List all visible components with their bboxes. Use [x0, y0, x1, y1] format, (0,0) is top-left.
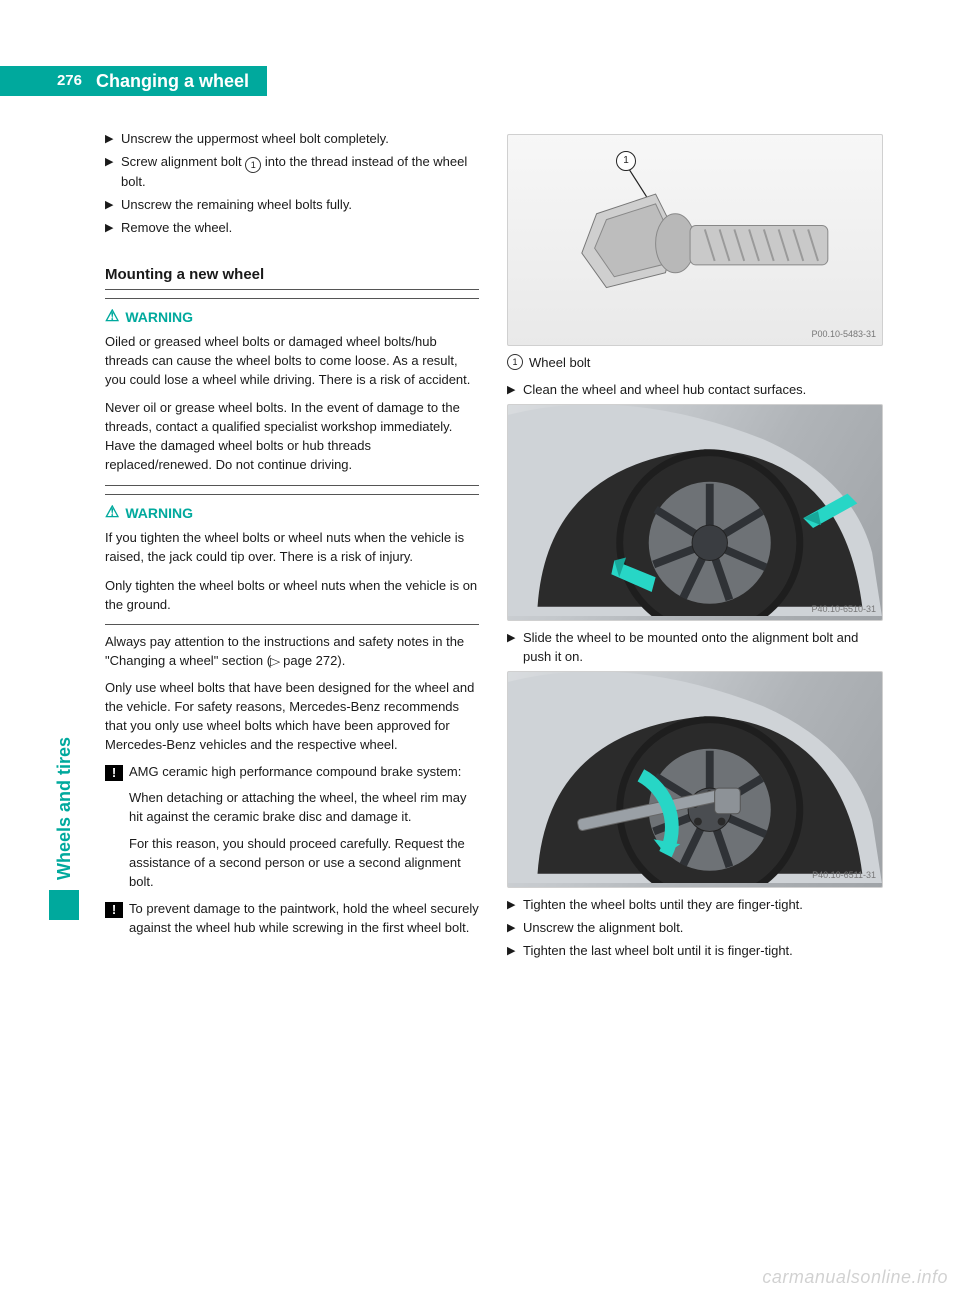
step-text: Unscrew the uppermost wheel bolt complet… [121, 130, 479, 149]
content-columns: ▶ Unscrew the uppermost wheel bolt compl… [105, 130, 881, 965]
figure-legend: 1 Wheel bolt [507, 354, 881, 373]
step-item: ▶ Remove the wheel. [105, 219, 479, 238]
step-item: ▶ Unscrew the uppermost wheel bolt compl… [105, 130, 479, 149]
step-bullet-icon: ▶ [507, 942, 523, 961]
step-bullet-icon: ▶ [105, 130, 121, 149]
warning-label: WARNING [125, 503, 193, 523]
wheel-bolt-illustration [508, 135, 882, 342]
wheel-mount-illustration [508, 405, 882, 617]
step-bullet-icon: ▶ [507, 629, 523, 667]
page-number: 276 [0, 70, 90, 92]
step-text: Slide the wheel to be mounted onto the a… [523, 629, 881, 667]
note-icon: ! [105, 765, 123, 781]
left-column: ▶ Unscrew the uppermost wheel bolt compl… [105, 130, 479, 965]
callout-1-icon: 1 [507, 354, 523, 370]
note-box: ! AMG ceramic high performance compound … [105, 763, 479, 892]
header-bar: 276 Changing a wheel [0, 66, 267, 96]
step-item: ▶ Slide the wheel to be mounted onto the… [507, 629, 881, 667]
wheel-wrench-illustration [508, 672, 882, 884]
step-item: ▶ Tighten the last wheel bolt until it i… [507, 942, 881, 961]
step-item: ▶ Unscrew the remaining wheel bolts full… [105, 196, 479, 215]
figure-wheel-bolt: 1 P00.10-5483-31 [507, 134, 883, 346]
callout-1-icon: 1 [616, 151, 636, 171]
note-box: ! To prevent damage to the paintwork, ho… [105, 900, 479, 938]
step-item: ▶ Clean the wheel and wheel hub contact … [507, 381, 881, 400]
warning-heading: ⚠ WARNING [105, 307, 479, 327]
figure-code: P40.10-6511-31 [812, 869, 876, 882]
watermark: carmanualsonline.info [762, 1264, 948, 1290]
figure-code: P40.10-6510-31 [811, 603, 876, 616]
warning-heading: ⚠ WARNING [105, 503, 479, 523]
step-item: ▶ Unscrew the alignment bolt. [507, 919, 881, 938]
warning-text: If you tighten the wheel bolts or wheel … [105, 529, 479, 567]
step-text: Clean the wheel and wheel hub contact su… [523, 381, 881, 400]
warning-text: Oiled or greased wheel bolts or damaged … [105, 333, 479, 390]
step-text: Tighten the last wheel bolt until it is … [523, 942, 881, 961]
step-text: Remove the wheel. [121, 219, 479, 238]
page-ref-icon: ▷ [270, 655, 280, 671]
side-tab-label: Wheels and tires [49, 660, 79, 880]
step-text: Screw alignment bolt 1 into the thread i… [121, 153, 479, 192]
warning-box: ⚠ WARNING If you tighten the wheel bolts… [105, 494, 479, 626]
side-tab: Wheels and tires [49, 660, 79, 890]
step-item: ▶ Tighten the wheel bolts until they are… [507, 896, 881, 915]
body-text: Always pay attention to the instructions… [105, 633, 479, 671]
subheading: Mounting a new wheel [105, 264, 479, 290]
step-bullet-icon: ▶ [105, 153, 121, 192]
header-title: Changing a wheel [90, 68, 267, 94]
step-bullet-icon: ▶ [105, 219, 121, 238]
side-tab-marker [49, 890, 79, 920]
body-text: Only use wheel bolts that have been desi… [105, 679, 479, 754]
figure-code: P00.10-5483-31 [811, 328, 876, 341]
step-bullet-icon: ▶ [507, 381, 523, 400]
callout-1-icon: 1 [245, 157, 261, 173]
legend-text: Wheel bolt [529, 354, 590, 373]
step-text: Tighten the wheel bolts until they are f… [523, 896, 881, 915]
figure-wheel-wrench: P40.10-6511-31 [507, 671, 883, 888]
warning-icon: ⚠ [105, 505, 119, 521]
warning-text: Never oil or grease wheel bolts. In the … [105, 399, 479, 474]
warning-text: Only tighten the wheel bolts or wheel nu… [105, 577, 479, 615]
step-bullet-icon: ▶ [507, 919, 523, 938]
warning-label: WARNING [125, 307, 193, 327]
note-text: AMG ceramic high performance compound br… [129, 763, 479, 892]
step-text: Unscrew the remaining wheel bolts fully. [121, 196, 479, 215]
manual-page: 276 Changing a wheel Wheels and tires ▶ … [0, 0, 960, 1302]
note-icon: ! [105, 902, 123, 918]
step-text: Unscrew the alignment bolt. [523, 919, 881, 938]
step-item: ▶ Screw alignment bolt 1 into the thread… [105, 153, 479, 192]
warning-icon: ⚠ [105, 309, 119, 325]
right-column: 1 P00.10-5483-31 1 Wheel bolt ▶ Clean th… [507, 130, 881, 965]
warning-box: ⚠ WARNING Oiled or greased wheel bolts o… [105, 298, 479, 486]
note-text: To prevent damage to the paintwork, hold… [129, 900, 479, 938]
figure-wheel-mount: P40.10-6510-31 [507, 404, 883, 621]
step-bullet-icon: ▶ [105, 196, 121, 215]
step-bullet-icon: ▶ [507, 896, 523, 915]
